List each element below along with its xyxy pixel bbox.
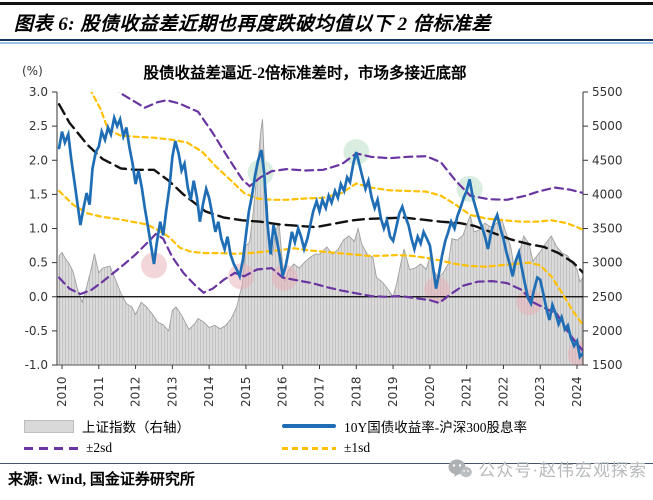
- svg-text:2.0: 2.0: [29, 153, 48, 167]
- svg-text:5000: 5000: [592, 119, 623, 133]
- svg-text:4500: 4500: [592, 153, 623, 167]
- chart-canvas: 3.0 2.5 2.0 1.5 1.0 0.5 0.0 -0.5 -1.0 5500 5000 450…: [25, 85, 623, 407]
- legend-item-2sd: ±2sd: [24, 440, 112, 456]
- svg-text:0.0: 0.0: [29, 290, 48, 304]
- legend-label: ±2sd: [86, 440, 113, 455]
- legend-item-spread: 10Y国债收益率-沪深300股息率: [282, 416, 527, 436]
- chart-title: 股债收益差逼近-2倍标准差时，市场多接近底部: [143, 65, 467, 82]
- sd2_dn-line: [57, 232, 583, 353]
- svg-text:2017: 2017: [313, 376, 327, 407]
- svg-text:2010: 2010: [55, 376, 69, 407]
- svg-text:5500: 5500: [592, 85, 623, 99]
- svg-text:2500: 2500: [592, 290, 623, 304]
- sse-area-series: [58, 119, 583, 365]
- svg-text:1500: 1500: [592, 358, 623, 372]
- svg-text:0.5: 0.5: [29, 256, 48, 270]
- svg-text:3500: 3500: [592, 222, 623, 236]
- sd1_up-line: [90, 92, 583, 231]
- svg-text:2020: 2020: [423, 376, 437, 407]
- svg-text:3.0: 3.0: [29, 85, 48, 99]
- svg-text:2023: 2023: [533, 376, 547, 407]
- axes: 3.0 2.5 2.0 1.5 1.0 0.5 0.0 -0.5 -1.0 5500 5000 450…: [25, 85, 623, 407]
- svg-text:2014: 2014: [202, 376, 216, 407]
- svg-text:1.0: 1.0: [29, 222, 48, 236]
- sd1-dash-swatch: [282, 446, 336, 450]
- svg-text:4000: 4000: [592, 187, 623, 201]
- svg-text:3000: 3000: [592, 256, 623, 270]
- sd2_up-line: [118, 92, 583, 201]
- left-axis-unit: (%): [22, 64, 43, 78]
- svg-text:2000: 2000: [592, 324, 623, 338]
- sd2-dash-swatch: [24, 446, 78, 450]
- wechat-icon: [448, 459, 473, 477]
- svg-text:2024: 2024: [570, 376, 584, 407]
- legend-label: 上证指数（右轴）: [82, 420, 190, 435]
- svg-text:1.5: 1.5: [29, 187, 48, 201]
- watermark: 公众号·赵伟宏观探索: [448, 456, 647, 481]
- title-underline-light: [0, 42, 653, 44]
- svg-text:2015: 2015: [239, 376, 253, 407]
- svg-text:2021: 2021: [460, 376, 474, 407]
- footer-rule: [0, 463, 653, 464]
- top-rule: [0, 2, 653, 5]
- svg-text:2016: 2016: [276, 376, 290, 407]
- svg-text:2011: 2011: [92, 376, 106, 407]
- title-underline-dark: [0, 39, 653, 41]
- svg-text:2019: 2019: [386, 376, 400, 407]
- svg-text:2012: 2012: [129, 376, 143, 407]
- spread-line: [57, 112, 583, 360]
- watermark-text: 公众号·赵伟宏观探索: [478, 461, 647, 480]
- svg-text:-1.0: -1.0: [25, 358, 48, 372]
- spread-line-swatch: [282, 424, 336, 428]
- svg-text:2.5: 2.5: [29, 119, 48, 133]
- figure-title: 图表 6: 股债收益差近期也再度跌破均值以下 2 倍标准差: [14, 14, 491, 35]
- legend-item-1sd: ±1sd: [282, 440, 370, 456]
- legend-item-sse: 上证指数（右轴）: [24, 416, 190, 436]
- svg-text:2022: 2022: [496, 376, 510, 407]
- svg-text:2018: 2018: [349, 376, 363, 407]
- legend-label: 10Y国债收益率-沪深300股息率: [344, 420, 527, 435]
- svg-text:2013: 2013: [165, 376, 179, 407]
- mean-line: [57, 103, 583, 275]
- source-note: 来源: Wind, 国金证券研究所: [8, 472, 195, 488]
- sse-area-swatch: [24, 419, 74, 433]
- legend-label: ±1sd: [344, 440, 371, 455]
- svg-text:-0.5: -0.5: [25, 324, 48, 338]
